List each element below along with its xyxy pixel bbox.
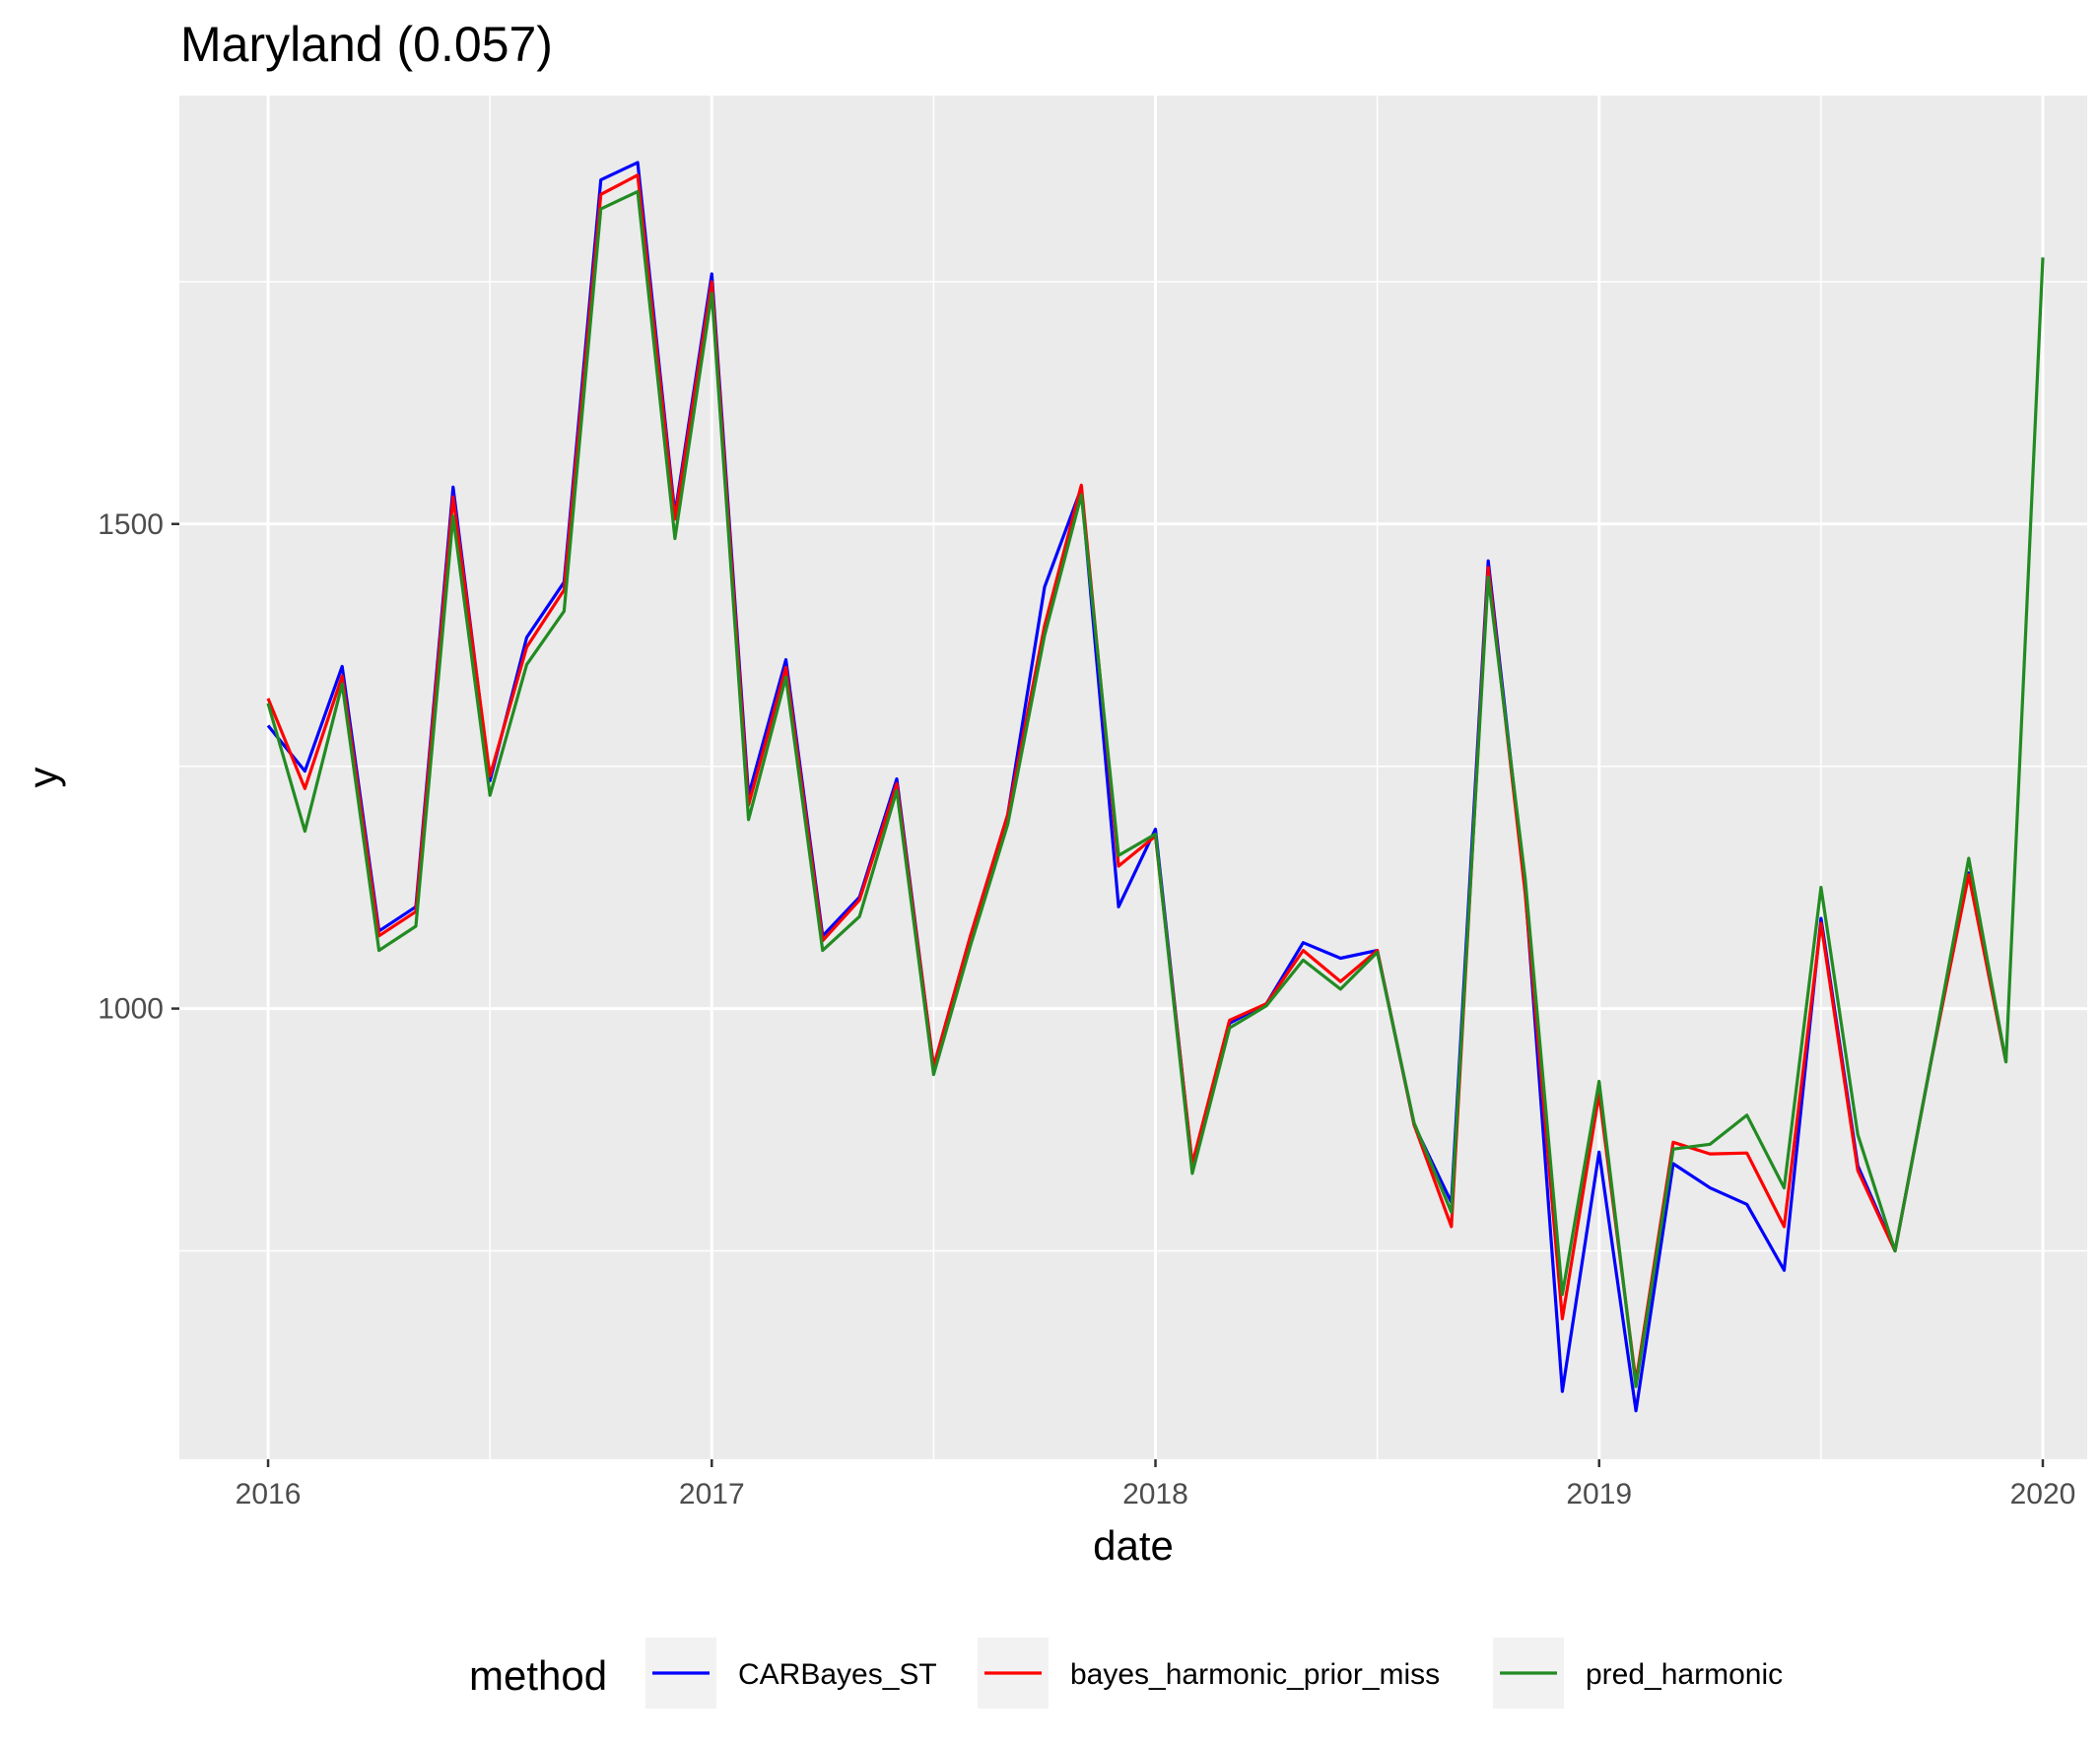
legend: method CARBayes_ST bayes_harmonic_prior_m… [469, 1638, 1783, 1709]
legend-label: bayes_harmonic_prior_miss [1070, 1658, 1440, 1691]
axis-ticks [171, 522, 2045, 1467]
legend-label: CARBayes_ST [738, 1658, 937, 1691]
x-tick-label: 2020 [2010, 1478, 2076, 1510]
chart-title: Maryland (0.057) [180, 17, 553, 72]
legend-title: method [469, 1652, 607, 1699]
tick-labels: 2016 2017 2018 2019 2020 1000 1500 [98, 508, 2075, 1510]
x-tick-label: 2017 [679, 1478, 745, 1510]
y-tick-label: 1000 [98, 993, 164, 1026]
x-tick-label: 2018 [1122, 1478, 1188, 1510]
legend-label: pred_harmonic [1586, 1658, 1783, 1691]
x-axis-title: date [1093, 1522, 1174, 1569]
y-axis-title: y [20, 768, 66, 788]
x-tick-label: 2019 [1566, 1478, 1632, 1510]
series-line-bayes_harmonic_prior_miss [266, 173, 2008, 1383]
series-line-CARBayes_ST [266, 161, 2008, 1413]
grid-major [179, 96, 2087, 1459]
series-line-pred_harmonic [266, 189, 2045, 1388]
plot-panel [179, 96, 2087, 1459]
x-tick-label: 2016 [236, 1478, 302, 1510]
series-lines [266, 161, 2045, 1413]
y-tick-label: 1500 [98, 508, 164, 541]
